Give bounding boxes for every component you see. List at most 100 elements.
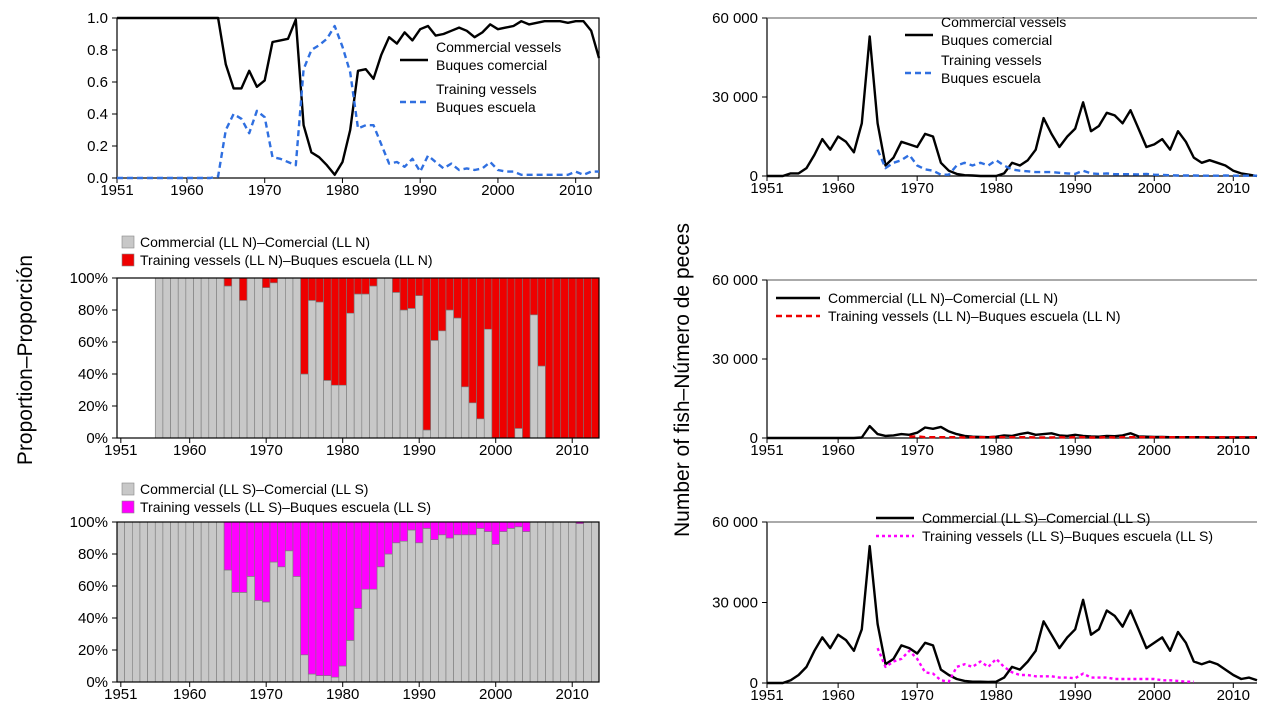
bar-training-1982 — [353, 521, 363, 609]
plot-frame — [116, 277, 600, 439]
x-tick-label: 1951 — [750, 687, 783, 704]
bar-training-2006 — [537, 277, 546, 367]
bar-commercial-1986 — [384, 277, 393, 439]
bar-training-1988 — [399, 521, 409, 542]
bar-training-1983 — [361, 521, 370, 590]
bar-commercial-1977 — [315, 301, 324, 439]
x-tick-label: 1980 — [326, 182, 359, 199]
bar-training-1981 — [346, 277, 355, 314]
bar-commercial-1990 — [415, 542, 424, 683]
x-tick-label: 1960 — [170, 182, 203, 199]
x-tick-label: 1960 — [821, 442, 854, 459]
legend-label: Training vessels — [941, 52, 1042, 68]
bar-commercial-1987 — [392, 292, 401, 439]
bar-training-2005 — [529, 277, 539, 316]
bar-training-1993 — [438, 277, 447, 332]
bar-training-1977 — [315, 521, 324, 676]
x-tick-label: 1970 — [900, 687, 933, 704]
bar-commercial-1997 — [468, 534, 477, 683]
series-line-commercial — [767, 424, 1257, 440]
legend-label: Buques escuela — [941, 70, 1041, 86]
y-tick-label: 40% — [78, 366, 108, 383]
plot-frame — [116, 521, 600, 683]
x-tick-label: 2010 — [556, 686, 589, 703]
y-tick-label: 60 000 — [712, 10, 758, 27]
bar-training-1989 — [407, 277, 416, 309]
x-tick-label: 2000 — [1138, 442, 1171, 459]
bar-commercial-1953 — [132, 521, 141, 683]
bar-commercial-1967 — [239, 592, 248, 683]
bar-commercial-2013 — [591, 521, 600, 683]
x-tick-label: 1970 — [900, 180, 933, 197]
bar-commercial-1961 — [193, 521, 202, 683]
y-tick-label: 60 000 — [712, 514, 758, 531]
bar-commercial-1995 — [453, 534, 462, 683]
bar-training-1991 — [422, 521, 431, 529]
y-tick-label: 80% — [78, 302, 108, 319]
bar-commercial-1974 — [292, 277, 301, 439]
bar-commercial-1999 — [483, 328, 493, 439]
bar-commercial-1958 — [170, 277, 179, 439]
bar-commercial-1969 — [254, 277, 263, 439]
chart-panel-a: 1951 1960 1970 1980 1990 2000 2010 0.0 0.2 0.4 0.6… — [87, 10, 601, 199]
chart-panel-f: 1951 1960 1970 1980 1990 2000 2010 0 30 000 60 00… — [712, 510, 1258, 704]
bar-commercial-1964 — [216, 277, 225, 439]
legend-swatch — [121, 253, 135, 267]
bar-training-1974 — [292, 521, 301, 577]
bar-commercial-1963 — [208, 277, 217, 439]
x-tick-label: 2000 — [481, 182, 514, 199]
bar-commercial-2008 — [552, 521, 562, 683]
bar-training-1988 — [399, 277, 409, 311]
x-tick-label: 1990 — [404, 182, 437, 199]
bar-commercial-1971 — [269, 282, 278, 439]
y-tick-label: 20% — [78, 398, 108, 415]
bar-commercial-1978 — [323, 675, 332, 683]
bar-training-2010 — [568, 277, 577, 439]
legend-label: Commercial vessels — [941, 14, 1066, 30]
y-tick-label: 0.6 — [87, 74, 108, 91]
legend-label: Training vessels (LL S)–Buques escuela (… — [922, 528, 1213, 544]
bar-commercial-2003 — [514, 526, 523, 683]
bar-commercial-1980 — [338, 665, 347, 683]
bar-commercial-2012 — [583, 521, 592, 683]
y-tick-label: 0.2 — [87, 138, 108, 155]
bar-commercial-1952 — [124, 521, 133, 683]
bar-commercial-1999 — [483, 531, 493, 683]
x-tick-label: 1951 — [104, 686, 137, 703]
right-y-axis-label: Number of fish–Número de peces — [671, 223, 694, 537]
x-tick-label: 1960 — [821, 180, 854, 197]
series-line-commercial — [767, 35, 1258, 178]
bar-commercial-1976 — [307, 673, 317, 683]
bar-commercial-1988 — [399, 540, 409, 683]
bar-training-1975 — [300, 521, 309, 656]
bar-commercial-1972 — [277, 277, 286, 439]
bar-training-1984 — [369, 521, 378, 590]
bar-training-1980 — [338, 277, 347, 386]
bar-training-1996 — [460, 521, 470, 536]
bar-commercial-1954 — [139, 521, 148, 683]
bar-commercial-2010 — [568, 521, 577, 683]
x-tick-label: 2010 — [1217, 180, 1250, 197]
legend-label: Commercial vessels — [436, 39, 561, 55]
bar-commercial-1967 — [239, 300, 248, 439]
bar-commercial-1961 — [193, 277, 202, 439]
x-tick-label: 1970 — [248, 182, 281, 199]
bar-training-2002 — [506, 521, 516, 529]
y-tick-label: 0.0 — [87, 170, 108, 187]
y-tick-label: 60% — [78, 578, 108, 595]
bar-training-2003 — [514, 277, 523, 429]
bar-training-2007 — [545, 277, 554, 439]
bar-training-2008 — [552, 277, 562, 439]
series-line-commercial — [767, 544, 1258, 685]
series-line-commercial — [117, 16, 601, 176]
bar-training-1977 — [315, 277, 324, 303]
bar-commercial-1965 — [223, 569, 233, 683]
y-tick-label: 60% — [78, 334, 108, 351]
bar-commercial-1973 — [285, 277, 294, 439]
bar-training-2002 — [506, 277, 516, 439]
bar-training-1995 — [453, 521, 462, 536]
bar-commercial-1976 — [307, 300, 317, 439]
legend-label: Commercial (LL N)–Comercial (LL N) — [828, 290, 1058, 306]
bar-training-1987 — [392, 521, 401, 544]
